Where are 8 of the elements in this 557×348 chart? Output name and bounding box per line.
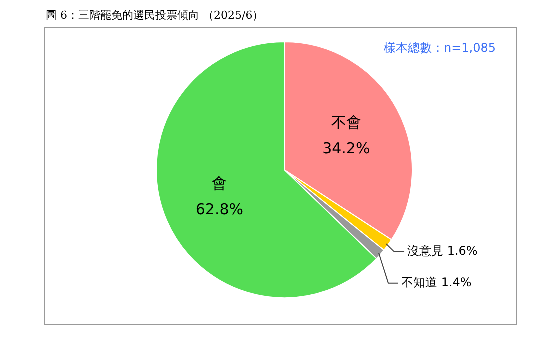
chart-title: 圖 6：三階罷免的選民投票傾向 （2025/6）: [46, 8, 264, 23]
data-label: 62.8%: [196, 200, 244, 218]
text: 樣本總數：n=1,085: [384, 40, 496, 57]
slice-label: 不知道 1.4%: [402, 275, 472, 290]
slice-label: 不會: [331, 113, 362, 132]
data-label: 34.2%: [322, 139, 370, 158]
slice-label: 沒意見 1.6%: [408, 244, 478, 258]
slice-label: 會: [212, 174, 228, 192]
